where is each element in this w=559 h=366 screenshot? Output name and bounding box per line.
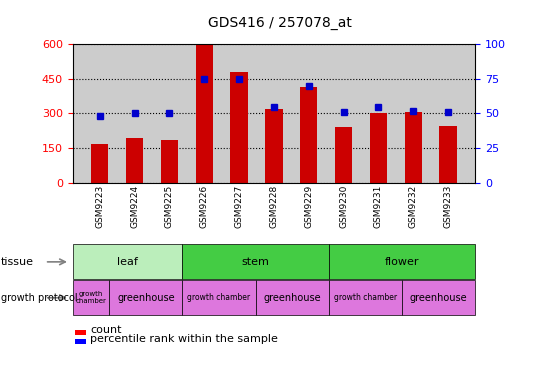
Text: greenhouse: greenhouse xyxy=(117,293,174,303)
Text: growth protocol: growth protocol xyxy=(1,293,78,303)
Bar xyxy=(160,140,178,183)
Bar xyxy=(230,72,248,183)
Bar xyxy=(91,143,108,183)
Bar xyxy=(300,87,318,183)
Text: percentile rank within the sample: percentile rank within the sample xyxy=(90,334,278,344)
Text: stem: stem xyxy=(241,257,269,267)
Text: GDS416 / 257078_at: GDS416 / 257078_at xyxy=(207,16,352,30)
Text: leaf: leaf xyxy=(117,257,138,267)
Text: greenhouse: greenhouse xyxy=(263,293,321,303)
Text: growth chamber: growth chamber xyxy=(187,293,250,302)
Text: growth chamber: growth chamber xyxy=(334,293,397,302)
Bar xyxy=(369,113,387,183)
Bar xyxy=(126,138,143,183)
Text: flower: flower xyxy=(385,257,419,267)
Text: count: count xyxy=(90,325,121,335)
Bar xyxy=(439,126,457,183)
Text: greenhouse: greenhouse xyxy=(410,293,467,303)
Bar xyxy=(405,112,422,183)
Text: tissue: tissue xyxy=(1,257,34,267)
Bar xyxy=(196,44,213,183)
Bar xyxy=(335,127,352,183)
Text: growth
chamber: growth chamber xyxy=(75,291,106,304)
Bar xyxy=(265,109,283,183)
